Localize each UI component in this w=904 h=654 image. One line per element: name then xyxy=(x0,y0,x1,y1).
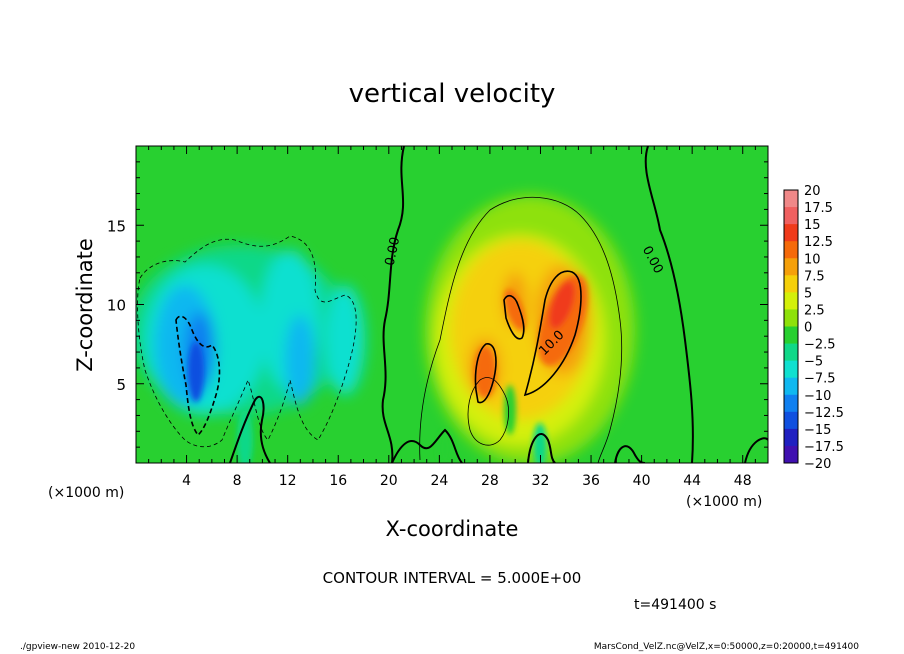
time-stamp: t=491400 s xyxy=(634,597,716,613)
colorbar-swatch xyxy=(784,275,798,293)
colorbar-swatch xyxy=(784,258,798,276)
zero-contour-bottom2 xyxy=(527,433,556,463)
footer-left: ./gpview-new 2010-12-20 xyxy=(20,642,136,652)
contours xyxy=(137,146,768,463)
x-tick-label: 20 xyxy=(380,473,398,489)
zero-contour-mid xyxy=(381,146,405,463)
x-unit-left: (×1000 m) xyxy=(48,485,124,501)
colorbar-swatch xyxy=(784,445,798,464)
colorbar-label: 17.5 xyxy=(804,201,833,216)
contour-interval: CONTOUR INTERVAL = 5.000E+00 xyxy=(323,569,582,587)
contour-5-dome xyxy=(419,196,623,463)
y-tick-labels: 5 10 15 xyxy=(107,217,126,394)
contour-10-right xyxy=(523,270,582,397)
colorbar-swatch xyxy=(784,411,798,430)
colorbar-label: 15 xyxy=(804,218,821,233)
x-unit-right: (×1000 m) xyxy=(686,494,762,510)
colorbar-label: −7.5 xyxy=(804,372,836,387)
colorbar-swatch xyxy=(784,377,798,396)
contour-label: 0.00 xyxy=(383,236,404,267)
colorbar-label: 20 xyxy=(804,184,821,199)
colorbar-label: 5 xyxy=(804,286,812,301)
x-tick-label: 4 xyxy=(182,473,191,489)
colorbar-frame xyxy=(783,189,799,464)
x-tick-label: 36 xyxy=(582,473,600,489)
x-tick-label: 32 xyxy=(532,473,550,489)
colorbar-swatch xyxy=(784,224,798,242)
zero-contour-bottom4 xyxy=(744,437,768,463)
x-tick-label: 28 xyxy=(481,473,499,489)
colorbar-labels: 20 17.5 15 12.5 10 7.5 5 2.5 0 −2.5 −5 −7.5 −10 −12.5… xyxy=(804,184,844,472)
colorbar-label: −15 xyxy=(804,423,831,438)
colorbar-swatch xyxy=(784,428,798,447)
colorbar xyxy=(783,189,799,464)
zero-contour-bottom xyxy=(391,428,463,463)
x-axis-label: X-coordinate xyxy=(386,517,519,541)
colorbar-label: 7.5 xyxy=(804,269,825,284)
velocity-core xyxy=(188,274,588,402)
x-tick-label: 12 xyxy=(279,473,297,489)
colorbar-swatch xyxy=(784,360,798,379)
colorbar-swatch xyxy=(784,326,798,345)
colorbar-swatch xyxy=(784,309,798,327)
colorbar-swatch xyxy=(784,343,798,362)
colorbar-label: 0 xyxy=(804,321,812,336)
contour-10-left xyxy=(474,343,497,404)
footer-right: MarsCond_VelZ.nc@VelZ,x=0:50000,z=0:2000… xyxy=(593,642,859,652)
x-tick-label: 44 xyxy=(683,473,701,489)
colorbar-swatch xyxy=(784,207,798,225)
colorbar-swatch xyxy=(784,394,798,413)
chart-title: vertical velocity xyxy=(349,79,556,109)
contour-neg10 xyxy=(175,315,221,437)
contour-5-inner xyxy=(467,377,510,446)
y-tick-label: 15 xyxy=(107,217,126,235)
axis-ticks xyxy=(136,146,768,463)
contour-10-mid xyxy=(503,294,525,340)
x-tick-label: 48 xyxy=(734,473,752,489)
zero-contour-left-low xyxy=(229,395,271,463)
colorbar-swatch xyxy=(784,241,798,259)
x-tick-labels: 4 8 12 16 20 24 28 32 36 40 44 48 xyxy=(182,473,752,489)
colorbar-swatch xyxy=(784,190,798,208)
colorbar-label: 2.5 xyxy=(804,303,825,318)
y-tick-label: 10 xyxy=(107,297,126,315)
colorbar-label: −2.5 xyxy=(804,338,836,353)
colorbar-label: −17.5 xyxy=(804,440,844,455)
y-axis-label: Z-coordinate xyxy=(73,238,97,372)
x-tick-label: 8 xyxy=(233,473,242,489)
colorbar-swatch xyxy=(784,292,798,310)
colorbar-label: −20 xyxy=(804,457,831,472)
colorbar-label: 10 xyxy=(804,252,821,267)
colorbar-label: −5 xyxy=(804,355,823,370)
x-tick-label: 24 xyxy=(430,473,448,489)
x-tick-label: 40 xyxy=(633,473,651,489)
zero-contour-right xyxy=(644,146,694,463)
x-tick-label: 16 xyxy=(329,473,347,489)
y-tick-label: 5 xyxy=(116,376,126,394)
colorbar-label: −10 xyxy=(804,389,831,404)
colorbar-label: −12.5 xyxy=(804,406,844,421)
bottom-fingers xyxy=(237,385,547,463)
colorbar-label: 12.5 xyxy=(804,235,833,250)
